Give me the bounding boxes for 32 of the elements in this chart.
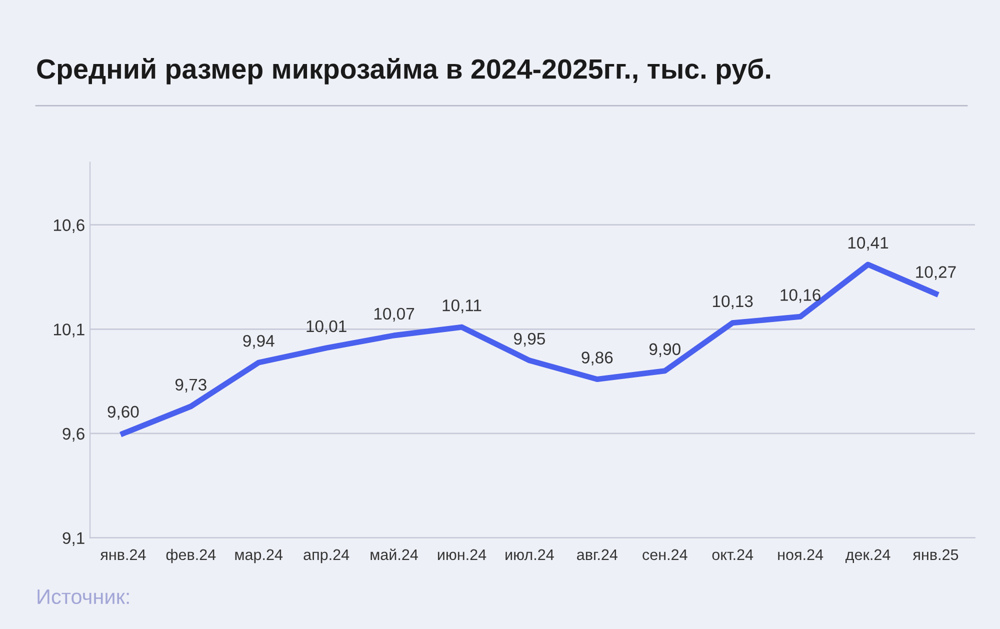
data-label: 10,11 bbox=[442, 299, 482, 314]
y-tick-label: 9,6 bbox=[62, 428, 84, 442]
text: Источник: bbox=[38, 590, 129, 604]
data-label: 10,41 bbox=[848, 236, 888, 251]
data-label: 10,13 bbox=[713, 295, 753, 310]
x-tick-label: июн.24 bbox=[438, 549, 486, 560]
x-tick-label: янв.25 bbox=[912, 549, 958, 560]
x-tick-label: июл.24 bbox=[506, 549, 554, 560]
y-tick-label: 9,1 bbox=[62, 532, 84, 546]
x-tick-label: апр.24 bbox=[304, 549, 350, 564]
y-tick-label: 10,6 bbox=[54, 219, 84, 234]
data-label: 10,01 bbox=[306, 320, 346, 334]
data-label: 9,95 bbox=[514, 332, 545, 347]
data-label: 9,86 bbox=[582, 352, 613, 366]
data-label: 9,90 bbox=[649, 343, 680, 358]
x-tick-label: май.24 bbox=[370, 548, 418, 560]
x-tick-label: авг.24 bbox=[577, 549, 618, 560]
x-tick-label: окт.24 bbox=[712, 549, 754, 560]
chart-title: Средний размер микрозайма в 2024-2025гг., тыс. руб. bbox=[37, 58, 770, 84]
x-tick-label: фев.24 bbox=[166, 548, 216, 564]
data-label: 9,60 bbox=[108, 406, 139, 420]
y-tick-label: 10,1 bbox=[54, 324, 84, 338]
data-label: 10,16 bbox=[780, 289, 820, 303]
data-label: 9,73 bbox=[175, 378, 206, 393]
x-tick-label: янв.24 bbox=[100, 549, 146, 560]
data-label: 10,07 bbox=[374, 308, 414, 322]
x-tick-label: ноя.24 bbox=[778, 549, 824, 560]
x-tick-label: сен.24 bbox=[642, 549, 688, 560]
data-label: 10,27 bbox=[916, 266, 956, 280]
data-label: 9,94 bbox=[243, 334, 274, 349]
x-tick-label: мар.24 bbox=[235, 549, 283, 564]
x-tick-label: дек.24 bbox=[846, 549, 890, 564]
